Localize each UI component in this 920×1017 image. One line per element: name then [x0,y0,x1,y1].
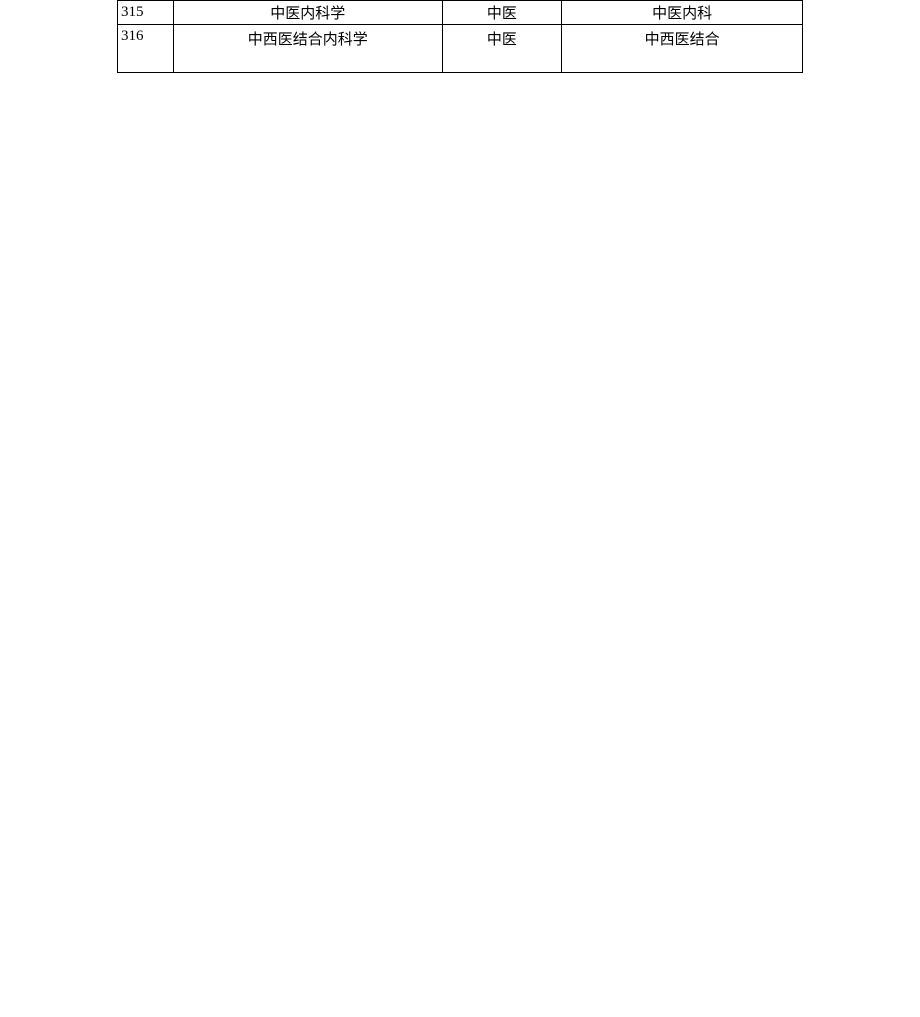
cell-department: 中医内科 [562,1,803,25]
data-table: 315 中医内科学 中医 中医内科 316 中西医结合内科学 中医 中西医结合 [117,0,803,73]
table-row: 316 中西医结合内科学 中医 中西医结合 [118,25,803,73]
cell-subject: 中医内科学 [173,1,442,25]
table-row: 315 中医内科学 中医 中医内科 [118,1,803,25]
cell-id: 315 [118,1,174,25]
cell-subject: 中西医结合内科学 [173,25,442,73]
cell-category: 中医 [442,25,562,73]
table-container: 315 中医内科学 中医 中医内科 316 中西医结合内科学 中医 中西医结合 [0,0,920,73]
cell-id: 316 [118,25,174,73]
cell-department: 中西医结合 [562,25,803,73]
cell-category: 中医 [442,1,562,25]
